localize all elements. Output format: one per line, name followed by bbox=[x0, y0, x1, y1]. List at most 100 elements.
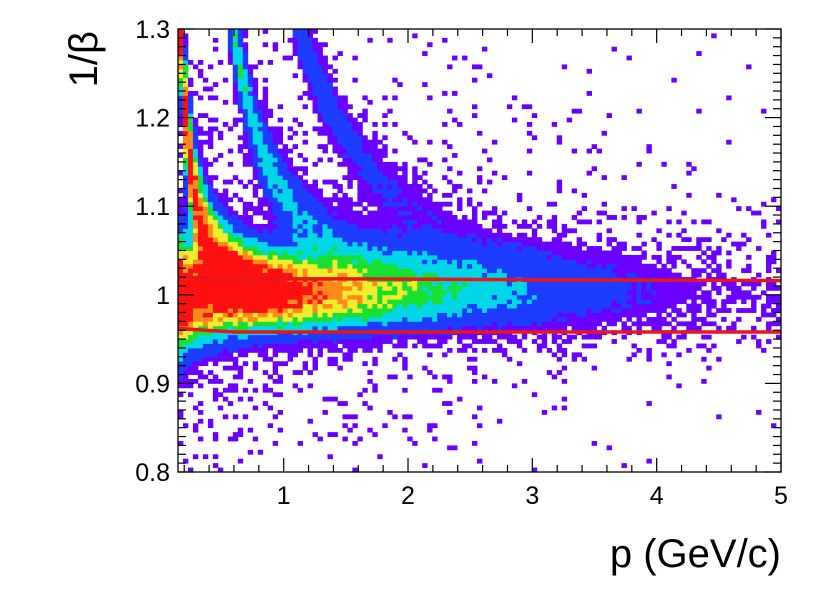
heatmap-cell bbox=[292, 303, 298, 309]
heatmap-cell bbox=[197, 232, 204, 238]
heatmap-cell bbox=[616, 281, 622, 287]
heatmap-cell bbox=[392, 316, 398, 322]
heatmap-cell bbox=[352, 290, 358, 296]
heatmap-cell bbox=[352, 259, 358, 265]
heatmap-cell bbox=[412, 228, 418, 234]
heatmap-cell bbox=[576, 281, 583, 287]
heatmap-cell bbox=[367, 148, 373, 154]
heatmap-cell bbox=[481, 237, 488, 243]
heatmap-cell bbox=[686, 246, 692, 251]
heatmap-cell bbox=[277, 246, 284, 251]
heatmap-cell bbox=[222, 122, 229, 127]
heatmap-cell bbox=[197, 308, 204, 313]
heatmap-cell bbox=[178, 104, 184, 110]
heatmap-cell bbox=[242, 285, 249, 291]
heatmap-cell bbox=[267, 139, 274, 145]
heatmap-cell bbox=[257, 232, 264, 238]
heatmap-cell bbox=[247, 73, 254, 79]
heatmap-cell bbox=[182, 206, 189, 212]
heatmap-cell bbox=[252, 192, 259, 198]
heatmap-cell bbox=[691, 321, 697, 327]
heatmap-cell bbox=[257, 281, 264, 287]
heatmap-cell bbox=[372, 210, 378, 216]
heatmap-cell bbox=[666, 219, 672, 225]
heatmap-cell bbox=[322, 396, 328, 402]
heatmap-cell bbox=[267, 144, 274, 150]
heatmap-cell bbox=[342, 153, 348, 158]
heatmap-cell bbox=[222, 197, 229, 203]
heatmap-cell bbox=[626, 285, 632, 291]
heatmap-cell bbox=[322, 285, 328, 291]
heatmap-cell bbox=[671, 184, 677, 189]
heatmap-cell bbox=[462, 246, 468, 251]
heatmap-cell bbox=[556, 188, 563, 194]
heatmap-cell bbox=[182, 192, 189, 198]
heatmap-cell bbox=[601, 201, 607, 207]
heatmap-cell bbox=[591, 254, 598, 260]
heatmap-cell bbox=[272, 153, 279, 158]
heatmap-cell bbox=[541, 272, 548, 278]
heatmap-cell bbox=[636, 108, 642, 114]
heatmap-cell bbox=[257, 308, 264, 313]
heatmap-cell bbox=[242, 272, 249, 278]
heatmap-cell bbox=[501, 268, 508, 274]
heatmap-cell bbox=[741, 334, 747, 340]
heatmap-cell bbox=[187, 339, 194, 344]
heatmap-cell bbox=[287, 161, 294, 167]
heatmap-cell bbox=[277, 188, 284, 194]
heatmap-cell bbox=[292, 272, 298, 278]
heatmap-cell bbox=[207, 130, 214, 136]
heatmap-cell bbox=[332, 223, 338, 229]
heatmap-cell bbox=[531, 135, 538, 141]
heatmap-cell bbox=[521, 219, 528, 225]
heatmap-cell bbox=[247, 347, 254, 353]
heatmap-cell bbox=[182, 215, 189, 220]
heatmap-cell bbox=[252, 170, 259, 176]
heatmap-cell bbox=[481, 294, 488, 300]
heatmap-cell bbox=[272, 206, 279, 212]
heatmap-cell bbox=[257, 223, 264, 229]
heatmap-cell bbox=[387, 281, 393, 287]
heatmap-cell bbox=[541, 281, 548, 287]
heatmap-cell bbox=[367, 334, 373, 340]
heatmap-cell bbox=[317, 126, 323, 132]
heatmap-cell bbox=[247, 281, 254, 287]
heatmap-cell bbox=[342, 175, 348, 181]
heatmap-cell bbox=[207, 219, 214, 225]
heatmap-cell bbox=[372, 259, 378, 265]
heatmap-cell bbox=[427, 352, 433, 358]
heatmap-cell bbox=[178, 29, 184, 34]
heatmap-cell bbox=[646, 290, 652, 296]
heatmap-cell bbox=[222, 215, 229, 220]
heatmap-cell bbox=[711, 259, 717, 265]
heatmap-cell bbox=[217, 285, 224, 291]
heatmap-cell bbox=[696, 303, 702, 309]
heatmap-cell bbox=[397, 263, 403, 269]
heatmap-cell bbox=[282, 285, 289, 291]
heatmap-cell bbox=[367, 175, 373, 181]
heatmap-cell bbox=[452, 263, 458, 269]
heatmap-cell bbox=[182, 254, 189, 260]
heatmap-cell bbox=[237, 250, 244, 256]
heatmap-cell bbox=[337, 232, 343, 238]
heatmap-cell bbox=[262, 228, 269, 234]
heatmap-cell bbox=[616, 246, 622, 251]
heatmap-cell bbox=[322, 68, 328, 74]
heatmap-cell bbox=[576, 285, 583, 291]
heatmap-cell bbox=[616, 263, 622, 269]
heatmap-cell bbox=[317, 108, 323, 114]
heatmap-cell bbox=[252, 153, 259, 158]
heatmap-cell bbox=[382, 197, 388, 203]
heatmap-cell bbox=[452, 281, 458, 287]
heatmap-cell bbox=[232, 325, 239, 331]
heatmap-cell bbox=[427, 290, 433, 296]
heatmap-cell bbox=[541, 409, 548, 415]
heatmap-cell bbox=[442, 259, 448, 265]
heatmap-cell bbox=[178, 153, 184, 158]
heatmap-cell bbox=[277, 223, 284, 229]
heatmap-cell bbox=[267, 157, 274, 163]
heatmap-cell bbox=[427, 250, 433, 256]
heatmap-cell bbox=[232, 250, 239, 256]
heatmap-cell bbox=[347, 130, 353, 136]
heatmap-cell bbox=[481, 268, 488, 274]
